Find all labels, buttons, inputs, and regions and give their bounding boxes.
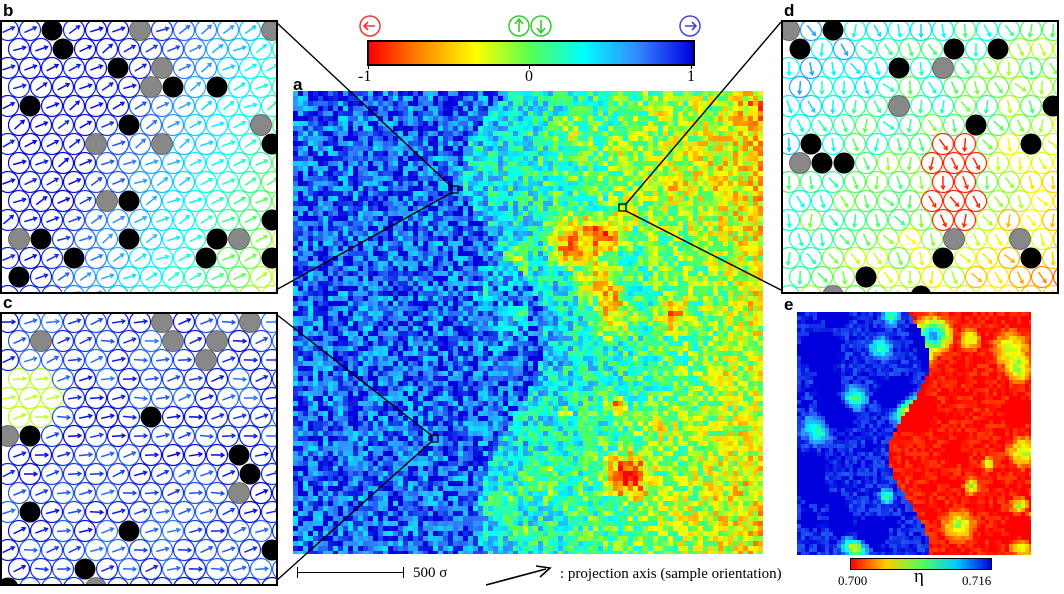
projection-arrow-icon — [485, 565, 552, 586]
orientation-colorbar — [367, 40, 695, 66]
eta-min-label: 0.700 — [838, 573, 868, 588]
panel-label-d: d — [784, 1, 795, 20]
density-map-e — [797, 312, 1031, 555]
up-arrow-circle-icon — [508, 15, 530, 37]
colorbar-tick-max: 1 — [687, 68, 695, 85]
right-arrow-circle-icon — [679, 15, 701, 37]
scale-bar — [297, 572, 404, 573]
scale-bar-label: 500 σ — [413, 565, 448, 581]
inset-d — [781, 20, 1059, 294]
panel-label-c: c — [3, 293, 13, 312]
orientation-colorbar-group: -1 0 1 — [350, 8, 710, 86]
projection-axis-label: : projection axis (sample orientation) — [560, 566, 782, 582]
main-orientation-map — [293, 91, 763, 554]
inset-b — [0, 20, 278, 294]
inset-c — [0, 312, 278, 586]
eta-symbol: η — [914, 566, 924, 587]
colorbar-tick-mid: 0 — [525, 68, 533, 85]
left-arrow-circle-icon — [359, 15, 381, 37]
eta-colorbar — [850, 558, 992, 570]
colorbar-tick-min: -1 — [358, 68, 372, 85]
eta-max-label: 0.716 — [962, 573, 992, 588]
panel-label-b: b — [3, 1, 14, 20]
down-arrow-circle-icon — [530, 15, 552, 37]
panel-label-e: e — [784, 295, 794, 314]
